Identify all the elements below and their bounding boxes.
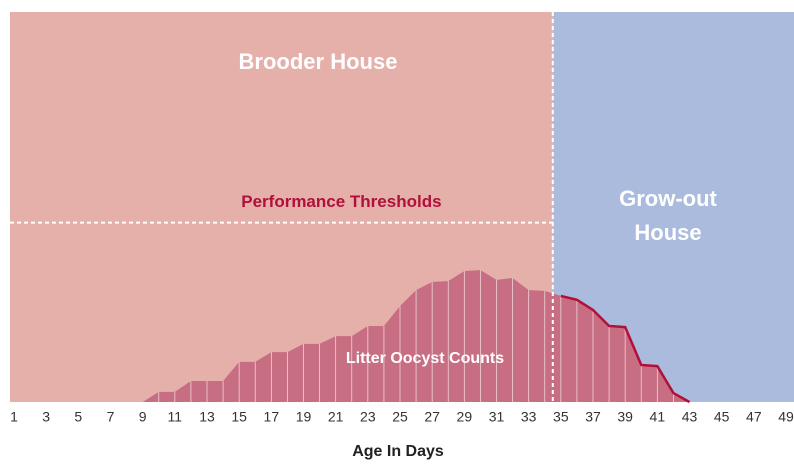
- x-tick-label: 47: [746, 409, 762, 425]
- growout-label: House: [634, 220, 701, 245]
- brooder-label: Brooder House: [239, 49, 398, 74]
- x-tick-label: 27: [424, 409, 440, 425]
- x-tick-label: 45: [714, 409, 730, 425]
- x-tick-label: 19: [296, 409, 312, 425]
- x-tick-label: 39: [617, 409, 633, 425]
- growout-label: Grow-out: [619, 186, 717, 211]
- threshold-label: Performance Thresholds: [241, 192, 441, 211]
- x-tick-label: 49: [778, 409, 794, 425]
- x-tick-label: 35: [553, 409, 569, 425]
- oocyst-outline: [560, 294, 691, 404]
- x-tick-label: 41: [650, 409, 666, 425]
- x-tick-label: 33: [521, 409, 537, 425]
- x-tick-label: 11: [168, 409, 183, 425]
- x-tick-label: 25: [392, 409, 408, 425]
- x-tick-label: 9: [139, 409, 147, 425]
- x-tick-label: 31: [489, 409, 505, 425]
- x-tick-label: 43: [682, 409, 698, 425]
- x-tick-label: 17: [264, 409, 280, 425]
- x-tick-label: 37: [585, 409, 601, 425]
- x-axis-title: Age In Days: [352, 443, 444, 460]
- x-tick-label: 23: [360, 409, 376, 425]
- x-tick-label: 21: [328, 409, 344, 425]
- x-tick-label: 29: [457, 409, 473, 425]
- x-tick-label: 1: [10, 409, 18, 425]
- x-tick-label: 7: [107, 409, 115, 425]
- x-tick-label: 13: [199, 409, 215, 425]
- x-tick-label: 3: [42, 409, 50, 425]
- x-tick-label: 5: [74, 409, 82, 425]
- series-label: Litter Oocyst Counts: [346, 350, 504, 367]
- x-tick-label: 15: [231, 409, 247, 425]
